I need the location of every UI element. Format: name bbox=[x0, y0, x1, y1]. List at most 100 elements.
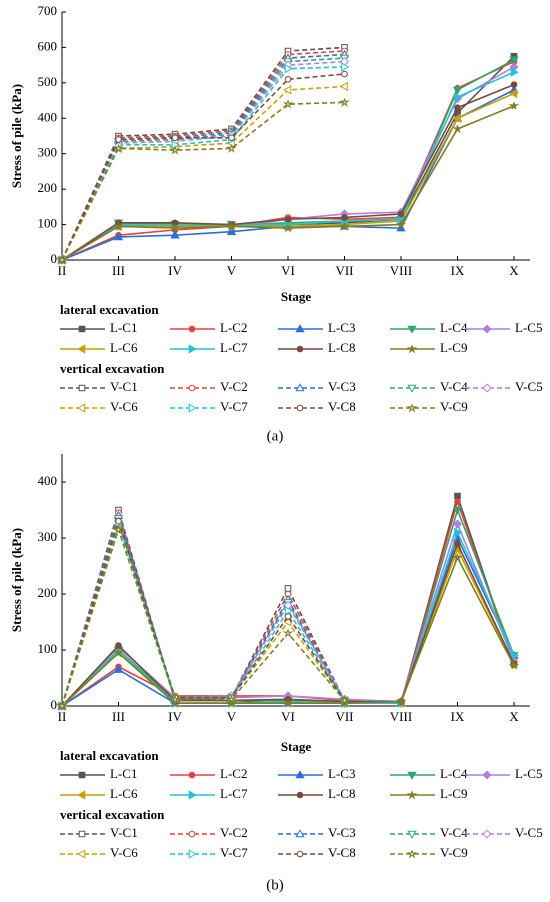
legend-title: vertical excavation bbox=[60, 361, 165, 376]
x-tick-label: V bbox=[227, 263, 237, 278]
legend-marker bbox=[296, 404, 304, 412]
data-point bbox=[171, 219, 179, 227]
legend-marker bbox=[188, 771, 196, 779]
legend-marker bbox=[188, 344, 197, 354]
x-tick-label: X bbox=[509, 263, 519, 278]
data-point bbox=[510, 650, 519, 661]
legend-label: L-C6 bbox=[110, 340, 138, 355]
data-point bbox=[341, 214, 348, 221]
legend-label: L-C9 bbox=[440, 786, 467, 801]
legend-label: L-C1 bbox=[110, 320, 137, 335]
y-tick-label: 300 bbox=[38, 529, 58, 544]
legend-label: L-C3 bbox=[328, 766, 355, 781]
x-tick-label: IV bbox=[168, 709, 182, 724]
data-point bbox=[284, 216, 292, 223]
legend-marker bbox=[78, 771, 86, 779]
series-line bbox=[61, 60, 345, 261]
x-axis-label: Stage bbox=[281, 289, 312, 304]
y-tick-label: 100 bbox=[38, 216, 58, 231]
data-point bbox=[282, 100, 294, 109]
caption: (b) bbox=[266, 877, 284, 893]
x-tick-label: IX bbox=[451, 263, 465, 278]
series-line bbox=[61, 527, 346, 707]
data-point bbox=[339, 222, 350, 231]
data-point bbox=[113, 144, 124, 154]
data-point bbox=[284, 613, 292, 620]
series-line bbox=[61, 73, 345, 261]
y-tick-label: 0 bbox=[51, 697, 58, 712]
data-point bbox=[113, 664, 124, 673]
x-tick-label: VII bbox=[335, 263, 353, 278]
legend-label: V-C5 bbox=[515, 379, 543, 394]
x-tick-label: VII bbox=[335, 709, 353, 724]
legend-label: V-C1 bbox=[110, 825, 138, 840]
data-point bbox=[395, 697, 407, 707]
x-tick-label: VIII bbox=[390, 263, 412, 278]
legend-marker bbox=[188, 384, 196, 392]
data-point bbox=[395, 220, 407, 230]
data-point bbox=[284, 585, 292, 592]
legend-label: L-C5 bbox=[515, 766, 542, 781]
data-point bbox=[226, 144, 237, 154]
y-tick-label: 0 bbox=[51, 251, 58, 266]
x-tick-label: IV bbox=[168, 263, 182, 278]
legend-label: L-C6 bbox=[110, 786, 138, 801]
data-point bbox=[282, 224, 294, 233]
data-point bbox=[115, 517, 122, 525]
data-point bbox=[508, 101, 520, 110]
y-axis-label: Stress of pile (kPa) bbox=[9, 84, 24, 188]
y-tick-label: 500 bbox=[38, 74, 58, 89]
x-tick-label: II bbox=[58, 709, 67, 724]
legend-marker bbox=[77, 344, 86, 354]
series-line bbox=[61, 518, 346, 707]
legend-marker bbox=[406, 791, 418, 800]
data-point bbox=[339, 98, 350, 107]
legend-marker bbox=[77, 790, 86, 800]
data-point bbox=[508, 661, 520, 670]
legend-marker bbox=[188, 790, 197, 800]
data-point bbox=[115, 642, 122, 649]
legend-marker bbox=[482, 770, 492, 780]
data-point bbox=[283, 617, 292, 627]
data-point bbox=[341, 70, 348, 78]
data-point bbox=[115, 136, 122, 143]
data-point bbox=[454, 540, 461, 547]
data-point bbox=[509, 88, 518, 99]
legend-label: L-C2 bbox=[220, 766, 247, 781]
series-line bbox=[61, 66, 515, 261]
data-point bbox=[226, 695, 237, 703]
x-tick-label: VI bbox=[281, 709, 295, 724]
series-line bbox=[61, 53, 345, 261]
legend-marker bbox=[296, 850, 304, 858]
legend-label: V-C8 bbox=[328, 399, 356, 414]
data-point bbox=[452, 506, 463, 515]
x-tick-label: VIII bbox=[390, 709, 412, 724]
legend-marker bbox=[188, 325, 196, 333]
legend-marker bbox=[295, 770, 305, 779]
x-axis-label: Stage bbox=[281, 739, 312, 754]
legend-marker bbox=[295, 324, 305, 333]
legend-marker bbox=[406, 404, 418, 413]
data-point bbox=[454, 104, 461, 111]
legend-marker bbox=[482, 383, 492, 393]
legend-marker bbox=[78, 830, 86, 838]
legend-label: L-C5 bbox=[515, 320, 542, 335]
data-point bbox=[113, 232, 124, 241]
legend-marker bbox=[406, 345, 418, 354]
data-point bbox=[226, 699, 237, 708]
y-tick-label: 100 bbox=[38, 641, 58, 656]
data-point bbox=[284, 606, 293, 616]
legend-label: L-C7 bbox=[220, 786, 248, 801]
legend-label: L-C8 bbox=[328, 340, 355, 355]
series-line bbox=[61, 521, 346, 707]
x-tick-label: X bbox=[509, 709, 519, 724]
legend-marker bbox=[295, 829, 305, 838]
data-point bbox=[452, 124, 463, 134]
legend-marker bbox=[407, 830, 417, 839]
x-tick-label: II bbox=[58, 263, 67, 278]
legend-label: V-C2 bbox=[220, 825, 248, 840]
data-point bbox=[226, 226, 237, 235]
legend-label: V-C4 bbox=[440, 825, 468, 840]
y-tick-label: 300 bbox=[38, 145, 58, 160]
legend-label: V-C1 bbox=[110, 379, 138, 394]
